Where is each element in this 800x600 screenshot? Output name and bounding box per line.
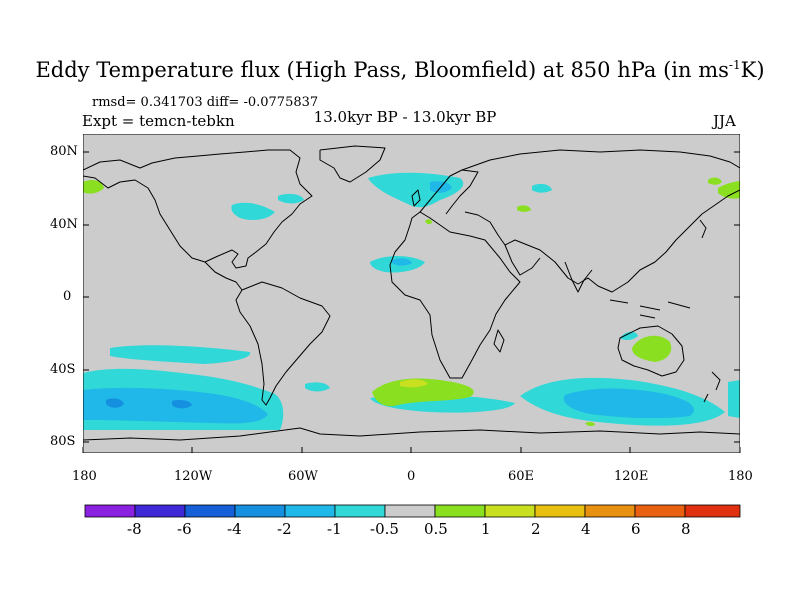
contour-south-america-patch	[305, 382, 330, 392]
coastline-south-america	[235, 281, 331, 406]
lon-label-180e: 180	[728, 469, 753, 484]
contour-asia-positive	[517, 205, 531, 212]
lat-label-80n: 80N	[50, 144, 78, 159]
contour-gulf-patch	[231, 202, 275, 220]
lat-label-40s: 40S	[50, 362, 76, 377]
contour-siberia-patch	[532, 183, 552, 193]
lon-label-120w: 120W	[174, 469, 213, 484]
contour-south-atlantic-positive-core	[400, 379, 428, 388]
colorbar-box-7	[384, 504, 436, 518]
lon-label-60w: 60W	[288, 469, 318, 484]
map-area	[83, 134, 740, 453]
coastline-europe-africa	[389, 211, 521, 379]
coastline-uk	[411, 189, 421, 207]
coastline-antarctica	[83, 427, 740, 441]
lon-label-180w: 180	[72, 469, 97, 484]
title-superscript: -1	[728, 58, 741, 72]
contour-east-edge-band	[728, 380, 740, 418]
colorbar-box-4	[234, 504, 286, 518]
colorbar-label-2: -6	[177, 520, 192, 538]
contour-southern-ocean-west-core-2	[172, 400, 192, 409]
colorbar-label-7: 0.5	[424, 520, 448, 538]
lat-label-40n: 40N	[50, 217, 78, 232]
colorbar-label-5: -1	[327, 520, 342, 538]
title-main: Eddy Temperature flux (High Pass, Bloomf…	[35, 58, 729, 82]
colorbar-box-6	[334, 504, 386, 518]
coastline-new-zealand	[703, 371, 721, 403]
colorbar-box-10	[534, 504, 586, 518]
contour-pacific-east-positive	[708, 177, 722, 185]
contour-south-pacific-patch	[110, 345, 251, 364]
colorbar-box-8	[434, 504, 486, 518]
coastline-greenland	[319, 145, 386, 183]
colorbar-box-11	[584, 504, 636, 518]
contour-australia-positive	[632, 335, 672, 362]
coastline-eurasia	[461, 149, 740, 293]
contour-alaska-positive	[83, 180, 104, 194]
chart-title: Eddy Temperature flux (High Pass, Bloomf…	[0, 58, 800, 82]
colorbar-label-11: 6	[631, 520, 641, 538]
colorbar-box-2	[134, 504, 186, 518]
colorbar-box-1	[84, 504, 136, 518]
contour-indian-ocean-core	[563, 388, 694, 419]
colorbar-box-13	[684, 504, 741, 518]
colorbar-box-3	[184, 504, 236, 518]
season-label: JJA	[713, 112, 736, 130]
colorbar-label-3: -4	[227, 520, 242, 538]
colorbar-label-4: -2	[277, 520, 292, 538]
colorbar-label-6: -0.5	[370, 520, 399, 538]
contour-southern-ocean-west-core	[106, 398, 124, 408]
coastline-india	[564, 261, 593, 293]
colorbar-box-12	[634, 504, 686, 518]
lon-ticks	[82, 447, 741, 453]
colorbar-label-10: 4	[581, 520, 591, 538]
lat-ticks	[83, 151, 740, 443]
colorbar-label-12: 8	[681, 520, 691, 538]
colorbar-box-5	[284, 504, 336, 518]
lon-label-0: 0	[407, 469, 416, 484]
colorbar-box-9	[484, 504, 536, 518]
coastline-indonesia	[609, 299, 691, 319]
coastline-north-america	[83, 149, 313, 269]
coastline-arabia	[504, 244, 541, 276]
experiment-label: Expt = temcn-tebkn	[82, 112, 235, 130]
colorbar-label-8: 1	[481, 520, 491, 538]
contour-mid-atlantic-core	[392, 258, 412, 266]
coastlines	[83, 145, 740, 441]
contour-south-atlantic-positive	[372, 378, 474, 407]
coastline-madagascar	[493, 329, 505, 353]
lon-label-60e: 60E	[508, 469, 535, 484]
lat-label-80s: 80S	[50, 434, 76, 449]
title-end: K)	[740, 58, 765, 82]
period-label: 13.0kyr BP - 13.0kyr BP	[313, 108, 497, 126]
coastline-central-america	[204, 261, 243, 291]
colorbar-label-1: -8	[127, 520, 142, 538]
contour-australia-south	[620, 331, 638, 341]
colorbar-label-9: 2	[531, 520, 541, 538]
colorbar	[84, 504, 741, 518]
contour-pacific-east-edge	[718, 181, 740, 199]
coastline-japan	[699, 219, 707, 239]
lat-label-0: 0	[63, 289, 72, 304]
contour-small-positive-south	[585, 421, 595, 427]
coastline-australia	[617, 325, 685, 377]
coastline-europe-north	[419, 169, 479, 215]
lon-label-120e: 120E	[614, 469, 649, 484]
contour-europe-positive	[425, 219, 432, 225]
stats-text: rmsd= 0.341703 diff= -0.0775837	[92, 95, 319, 110]
contour-north-america-east	[278, 193, 304, 204]
